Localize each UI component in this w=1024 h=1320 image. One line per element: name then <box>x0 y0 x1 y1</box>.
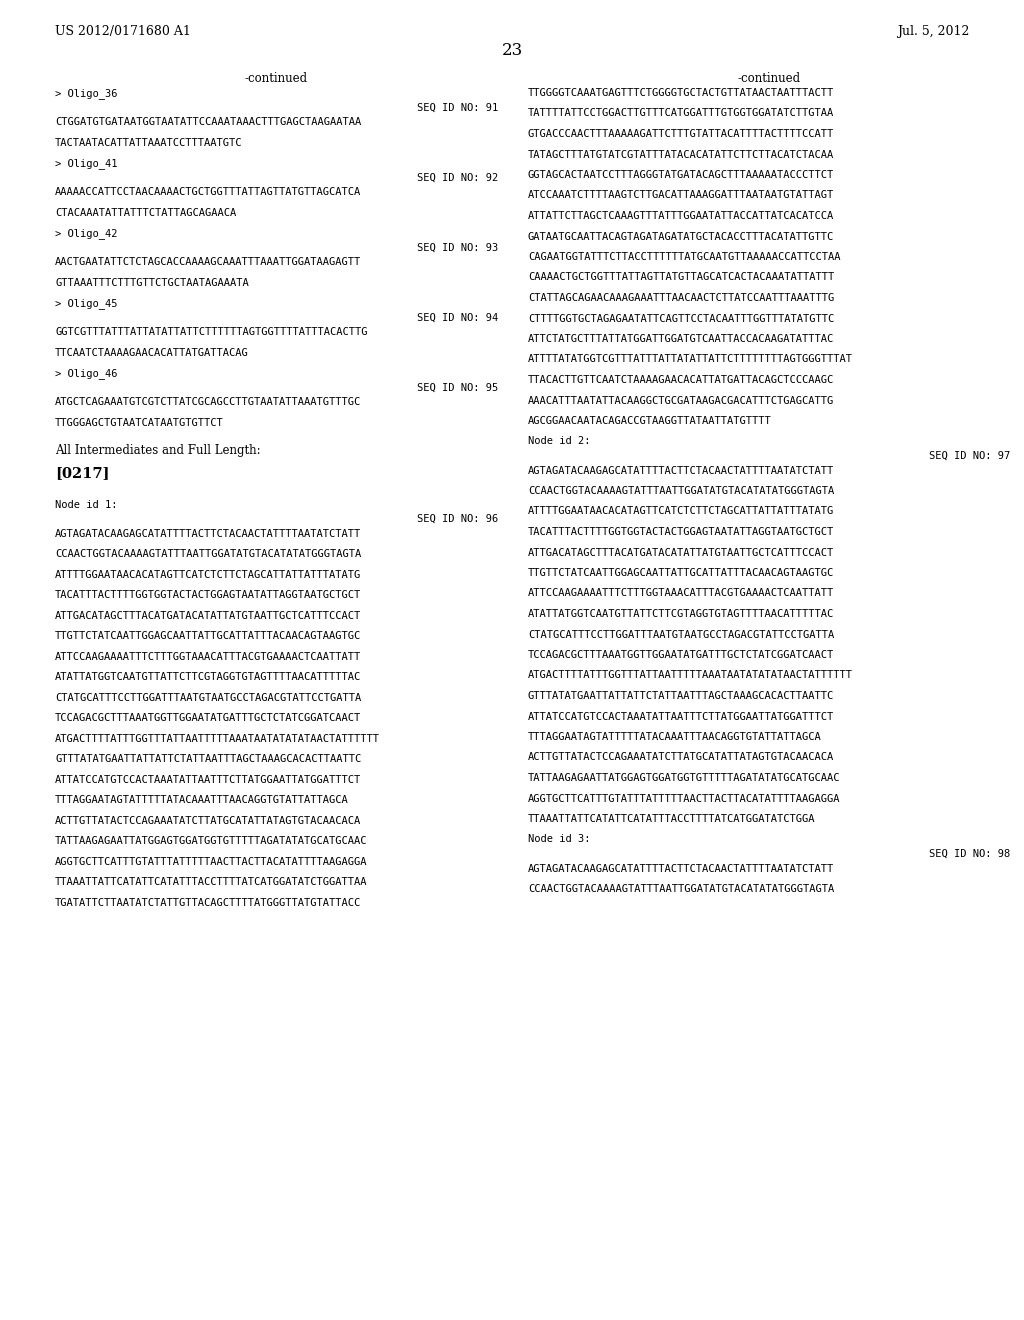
Text: CAGAATGGTATTTCTTACCTTTTTTATGCAATGTTAAAAACCATTCCTAA: CAGAATGGTATTTCTTACCTTTTTTATGCAATGTTAAAAA… <box>528 252 841 261</box>
Text: GGTAGCACTAATCCTTTAGGGTATGATACAGCTTTAAAAATACCCTTCT: GGTAGCACTAATCCTTTAGGGTATGATACAGCTTTAAAAA… <box>528 170 835 180</box>
Text: Jul. 5, 2012: Jul. 5, 2012 <box>897 25 969 38</box>
Text: TTAAATTATTCATATTCATATTTACCTTTTATCATGGATATCTGGATTAA: TTAAATTATTCATATTCATATTTACCTTTTATCATGGATA… <box>55 878 368 887</box>
Text: ATTATCCATGTCCACTAAATATTAATTTCTTATGGAATTATGGATTTCT: ATTATCCATGTCCACTAAATATTAATTTCTTATGGAATTA… <box>528 711 835 722</box>
Text: > Oligo_36: > Oligo_36 <box>55 88 118 99</box>
Text: TATTTTATTCCTGGACTTGTTTCATGGATTTGTGGTGGATATCTTGTAA: TATTTTATTCCTGGACTTGTTTCATGGATTTGTGGTGGAT… <box>528 108 835 119</box>
Text: ATTGACATAGCTTTACATGATACATATTATGTAATTGCTCATTTCCACT: ATTGACATAGCTTTACATGATACATATTATGTAATTGCTC… <box>528 548 835 557</box>
Text: ATTATTCTTAGCTCAAAGTTTATTTGGAATATTACCATTATCACATCCA: ATTATTCTTAGCTCAAAGTTTATTTGGAATATTACCATTA… <box>528 211 835 220</box>
Text: GGTCGTTTATTTATTATATTATTCTTTTTTAGTGGTTTTATTTACACTTG: GGTCGTTTATTTATTATATTATTCTTTTTTAGTGGTTTTA… <box>55 327 368 337</box>
Text: ATATTATGGTCAATGTTATTCTTCGTAGGTGTAGTTTTAACATTTTTAC: ATATTATGGTCAATGTTATTCTTCGTAGGTGTAGTTTTAA… <box>528 609 835 619</box>
Text: ATTATCCATGTCCACTAAATATTAATTTCTTATGGAATTATGGATTTCT: ATTATCCATGTCCACTAAATATTAATTTCTTATGGAATTA… <box>55 775 361 784</box>
Text: AGTAGATACAAGAGCATATTTTACTTCTACAACTATTTTAATATCTATT: AGTAGATACAAGAGCATATTTTACTTCTACAACTATTTTA… <box>55 529 361 539</box>
Text: -continued: -continued <box>737 73 801 84</box>
Text: GATAATGCAATTACAGTAGATAGATATGCTACACCTTTACATATTGTTC: GATAATGCAATTACAGTAGATAGATATGCTACACCTTTAC… <box>528 231 835 242</box>
Text: TGATATTCTTAATATCTATTGTTACAGCTTTTATGGGTTATGTATTACC: TGATATTCTTAATATCTATTGTTACAGCTTTTATGGGTTA… <box>55 898 361 908</box>
Text: TCCAGACGCTTTAAATGGTTGGAATATGATTTGCTCTATCGGATCAACT: TCCAGACGCTTTAAATGGTTGGAATATGATTTGCTCTATC… <box>55 713 361 723</box>
Text: ATTTTGGAATAACACATAGTTCATCTCTTCTAGCATTATTATTTATATG: ATTTTGGAATAACACATAGTTCATCTCTTCTAGCATTATT… <box>55 570 361 579</box>
Text: AGGTGCTTCATTTGTATTTATTTTTAACTTACTTACATATTTTAAGAGGA: AGGTGCTTCATTTGTATTTATTTTTAACTTACTTACATAT… <box>55 857 368 867</box>
Text: CTATGCATTTCCTTGGATTTAATGTAATGCCTAGACGTATTCCTGATTA: CTATGCATTTCCTTGGATTTAATGTAATGCCTAGACGTAT… <box>55 693 361 702</box>
Text: TCCAGACGCTTTAAATGGTTGGAATATGATTTGCTCTATCGGATCAACT: TCCAGACGCTTTAAATGGTTGGAATATGATTTGCTCTATC… <box>528 649 835 660</box>
Text: CCAACTGGTACAAAAGTATTTAATTGGATATGTACATATATGGGTAGTA: CCAACTGGTACAAAAGTATTTAATTGGATATGTACATATA… <box>528 884 835 894</box>
Text: AGTAGATACAAGAGCATATTTTACTTCTACAACTATTTTAATATCTATT: AGTAGATACAAGAGCATATTTTACTTCTACAACTATTTTA… <box>528 466 835 475</box>
Text: TTGTTCTATCAATTGGAGCAATTATTGCATTATTTACAACAGTAAGTGC: TTGTTCTATCAATTGGAGCAATTATTGCATTATTTACAAC… <box>55 631 361 642</box>
Text: TATTAAGAGAATTATGGAGTGGATGGTGTTTTTAGATATATGCATGCAAC: TATTAAGAGAATTATGGAGTGGATGGTGTTTTTAGATATA… <box>55 836 368 846</box>
Text: CCAACTGGTACAAAAGTATTTAATTGGATATGTACATATATGGGTAGTA: CCAACTGGTACAAAAGTATTTAATTGGATATGTACATATA… <box>55 549 361 560</box>
Text: TTTAGGAATAGTATTTTTATACAAATTTAACAGGTGTATTATTAGCA: TTTAGGAATAGTATTTTTATACAAATTTAACAGGTGTATT… <box>528 733 821 742</box>
Text: SEQ ID NO: 91: SEQ ID NO: 91 <box>417 103 498 112</box>
Text: TTTAGGAATAGTATTTTTATACAAATTTAACAGGTGTATTATTAGCA: TTTAGGAATAGTATTTTTATACAAATTTAACAGGTGTATT… <box>55 795 349 805</box>
Text: > Oligo_45: > Oligo_45 <box>55 298 118 309</box>
Text: ATCCAAATCTTTTAAGTCTTGACATTAAAGGATTTAATAATGTATTAGT: ATCCAAATCTTTTAAGTCTTGACATTAAAGGATTTAATAA… <box>528 190 835 201</box>
Text: AACTGAATATTCTCTAGCACCAAAAGCAAATTTAAATTGGATAAGAGTT: AACTGAATATTCTCTAGCACCAAAAGCAAATTTAAATTGG… <box>55 257 361 267</box>
Text: Node id 3:: Node id 3: <box>528 834 591 845</box>
Text: CCAACTGGTACAAAAGTATTTAATTGGATATGTACATATATGGGTAGTA: CCAACTGGTACAAAAGTATTTAATTGGATATGTACATATA… <box>528 486 835 496</box>
Text: ATGACTTTTATTTGGTTTATTAATTTTTAAATAATATATATAACTATTTTTT: ATGACTTTTATTTGGTTTATTAATTTTTAAATAATATATA… <box>55 734 380 743</box>
Text: TTACACTTGTTCAATCTAAAAGAACACATTATGATTACAGCTCCCAAGC: TTACACTTGTTCAATCTAAAAGAACACATTATGATTACAG… <box>528 375 835 385</box>
Text: CTATGCATTTCCTTGGATTTAATGTAATGCCTAGACGTATTCCTGATTA: CTATGCATTTCCTTGGATTTAATGTAATGCCTAGACGTAT… <box>528 630 835 639</box>
Text: TTGGGGTCAAATGAGTTTCTGGGGTGCTACTGTTATAACTAATTTACTT: TTGGGGTCAAATGAGTTTCTGGGGTGCTACTGTTATAACT… <box>528 88 835 98</box>
Text: > Oligo_46: > Oligo_46 <box>55 368 118 379</box>
Text: -continued: -continued <box>245 73 308 84</box>
Text: TTCAATCTAAAAGAACACATTATGATTACAG: TTCAATCTAAAAGAACACATTATGATTACAG <box>55 347 249 358</box>
Text: SEQ ID NO: 97: SEQ ID NO: 97 <box>929 451 1010 461</box>
Text: ATTTTATATGGTCGTTTATTTATTATATTATTCTTTTTTTTAGTGGGTTTAT: ATTTTATATGGTCGTTTATTTATTATATTATTCTTTTTTT… <box>528 355 853 364</box>
Text: AGGTGCTTCATTTGTATTTATTTTTAACTTACTTACATATTTTAAGAGGA: AGGTGCTTCATTTGTATTTATTTTTAACTTACTTACATAT… <box>528 793 841 804</box>
Text: TTGGGAGCTGTAATCATAATGTGTTCT: TTGGGAGCTGTAATCATAATGTGTTCT <box>55 417 224 428</box>
Text: ACTTGTTATACTCCAGAAATATCTTATGCATATTATAGTGTACAACACA: ACTTGTTATACTCCAGAAATATCTTATGCATATTATAGTG… <box>528 752 835 763</box>
Text: ATTTTGGAATAACACATAGTTCATCTCTTCTAGCATTATTATTTATATG: ATTTTGGAATAACACATAGTTCATCTCTTCTAGCATTATT… <box>528 507 835 516</box>
Text: GTTTATATGAATTATTATTCTATTAATTTAGCTAAAGCACACTTAATTC: GTTTATATGAATTATTATTCTATTAATTTAGCTAAAGCAC… <box>55 754 361 764</box>
Text: CAAAACTGCTGGTTTATTAGTTATGTTAGCATCACTACAAATATTATTT: CAAAACTGCTGGTTTATTAGTTATGTTAGCATCACTACAA… <box>528 272 835 282</box>
Text: ACTTGTTATACTCCAGAAATATCTTATGCATATTATAGTGTACAACACA: ACTTGTTATACTCCAGAAATATCTTATGCATATTATAGTG… <box>55 816 361 826</box>
Text: CTTTTGGTGCTAGAGAATATTCAGTTCCTACAATTTGGTTTATATGTTC: CTTTTGGTGCTAGAGAATATTCAGTTCCTACAATTTGGTT… <box>528 314 835 323</box>
Text: ATGCTCAGAAATGTCGTCTTATCGCAGCCTTGTAATATTAAATGTTTGC: ATGCTCAGAAATGTCGTCTTATCGCAGCCTTGTAATATTA… <box>55 397 361 407</box>
Text: SEQ ID NO: 93: SEQ ID NO: 93 <box>417 243 498 252</box>
Text: US 2012/0171680 A1: US 2012/0171680 A1 <box>55 25 190 38</box>
Text: AGCGGAACAATACAGACCGTAAGGTTATAATTATGTTTT: AGCGGAACAATACAGACCGTAAGGTTATAATTATGTTTT <box>528 416 772 426</box>
Text: SEQ ID NO: 98: SEQ ID NO: 98 <box>929 849 1010 859</box>
Text: GTTTATATGAATTATTATTCTATTAATTTAGCTAAAGCACACTTAATTC: GTTTATATGAATTATTATTCTATTAATTTAGCTAAAGCAC… <box>528 690 835 701</box>
Text: TTGTTCTATCAATTGGAGCAATTATTGCATTATTTACAACAGTAAGTGC: TTGTTCTATCAATTGGAGCAATTATTGCATTATTTACAAC… <box>528 568 835 578</box>
Text: ATATTATGGTCAATGTTATTCTTCGTAGGTGTAGTTTTAACATTTTTAC: ATATTATGGTCAATGTTATTCTTCGTAGGTGTAGTTTTAA… <box>55 672 361 682</box>
Text: ATTCCAAGAAAATTTCTTTGGTAAACATTTACGTGAAAACTCAATTATT: ATTCCAAGAAAATTTCTTTGGTAAACATTTACGTGAAAAC… <box>528 589 835 598</box>
Text: [0217]: [0217] <box>55 466 110 480</box>
Text: CTACAAATATTATTTCTATTAGCAGAACA: CTACAAATATTATTTCTATTAGCAGAACA <box>55 207 237 218</box>
Text: SEQ ID NO: 95: SEQ ID NO: 95 <box>417 383 498 392</box>
Text: SEQ ID NO: 92: SEQ ID NO: 92 <box>417 173 498 182</box>
Text: GTGACCCAACTTTAAAAAGATTCTTTGTATTACATTTTACTTTTCCATT: GTGACCCAACTTTAAAAAGATTCTTTGTATTACATTTTAC… <box>528 129 835 139</box>
Text: GTTAAATTTCTTTGTTCTGCTAATAGAAATA: GTTAAATTTCTTTGTTCTGCTAATAGAAATA <box>55 277 249 288</box>
Text: ATTGACATAGCTTTACATGATACATATTATGTAATTGCTCATTTCCACT: ATTGACATAGCTTTACATGATACATATTATGTAATTGCTC… <box>55 611 361 620</box>
Text: TACATTTACTTTTGGTGGTACTACTGGAGTAATATTAGGTAATGCTGCT: TACATTTACTTTTGGTGGTACTACTGGAGTAATATTAGGT… <box>55 590 361 601</box>
Text: All Intermediates and Full Length:: All Intermediates and Full Length: <box>55 444 261 457</box>
Text: TTAAATTATTCATATTCATATTTACCTTTTATCATGGATATCTGGA: TTAAATTATTCATATTCATATTTACCTTTTATCATGGATA… <box>528 814 815 824</box>
Text: Node id 2:: Node id 2: <box>528 437 591 446</box>
Text: 23: 23 <box>502 42 522 59</box>
Text: AAACATTTAATATTACAAGGCTGCGATAAGACGACATTTCTGAGCATTG: AAACATTTAATATTACAAGGCTGCGATAAGACGACATTTC… <box>528 396 835 405</box>
Text: SEQ ID NO: 96: SEQ ID NO: 96 <box>417 515 498 524</box>
Text: ATTCTATGCTTTATTATGGATTGGATGTCAATTACCACAAGATATTTAC: ATTCTATGCTTTATTATGGATTGGATGTCAATTACCACAA… <box>528 334 835 345</box>
Text: > Oligo_42: > Oligo_42 <box>55 228 118 239</box>
Text: AAAAACCATTCCTAACAAAACTGCTGGTTTATTAGTTATGTTAGCATCA: AAAAACCATTCCTAACAAAACTGCTGGTTTATTAGTTATG… <box>55 187 361 197</box>
Text: CTGGATGTGATAATGGTAATATTCCAAATAAACTTTGAGCTAAGAATAA: CTGGATGTGATAATGGTAATATTCCAAATAAACTTTGAGC… <box>55 117 361 127</box>
Text: ATGACTTTTATTTGGTTTATTAATTTTTAAATAATATATATAACTATTTTTT: ATGACTTTTATTTGGTTTATTAATTTTTAAATAATATATA… <box>528 671 853 681</box>
Text: SEQ ID NO: 94: SEQ ID NO: 94 <box>417 313 498 322</box>
Text: TACATTTACTTTTGGTGGTACTACTGGAGTAATATTAGGTAATGCTGCT: TACATTTACTTTTGGTGGTACTACTGGAGTAATATTAGGT… <box>528 527 835 537</box>
Text: TATTAAGAGAATTATGGAGTGGATGGTGTTTTTAGATATATGCATGCAAC: TATTAAGAGAATTATGGAGTGGATGGTGTTTTTAGATATA… <box>528 774 841 783</box>
Text: Node id 1:: Node id 1: <box>55 500 118 510</box>
Text: CTATTAGCAGAACAAAGAAATTTAACAACTCTTATCCAATTTAAATTTG: CTATTAGCAGAACAAAGAAATTTAACAACTCTTATCCAAT… <box>528 293 835 304</box>
Text: TATAGCTTTATGTATCGTATTTATACACATATTCTTCTTACATCTACAA: TATAGCTTTATGTATCGTATTTATACACATATTCTTCTTA… <box>528 149 835 160</box>
Text: ATTCCAAGAAAATTTCTTTGGTAAACATTTACGTGAAAACTCAATTATT: ATTCCAAGAAAATTTCTTTGGTAAACATTTACGTGAAAAC… <box>55 652 361 661</box>
Text: AGTAGATACAAGAGCATATTTTACTTCTACAACTATTTTAATATCTATT: AGTAGATACAAGAGCATATTTTACTTCTACAACTATTTTA… <box>528 863 835 874</box>
Text: TACTAATACATTATTAAATCCTTTAATGTC: TACTAATACATTATTAAATCCTTTAATGTC <box>55 137 243 148</box>
Text: > Oligo_41: > Oligo_41 <box>55 158 118 169</box>
